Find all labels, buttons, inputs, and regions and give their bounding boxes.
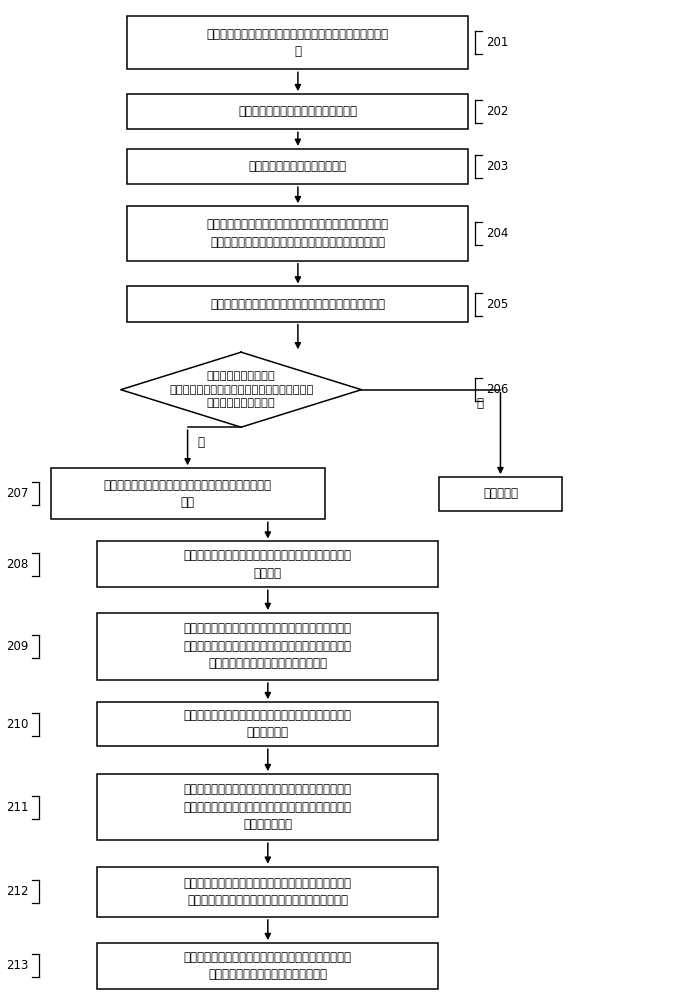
- Text: 204: 204: [486, 227, 508, 240]
- Text: 通过增输后的管网模型对生成的多个第一设施增设方案
进行模拟，得到各第一设施增设方案对应的瓶颈点用户
的用气情况信息: 通过增输后的管网模型对生成的多个第一设施增设方案 进行模拟，得到各第一设施增设方…: [184, 783, 352, 831]
- Text: 211: 211: [6, 801, 28, 814]
- FancyBboxPatch shape: [97, 774, 438, 840]
- FancyBboxPatch shape: [127, 149, 468, 184]
- Text: 根据多个第一设施增设方案对应的瓶颈点用户的用气情
况信息和用气参考信息，确定多个第二设施增设方案: 根据多个第一设施增设方案对应的瓶颈点用户的用气情 况信息和用气参考信息，确定多个…: [184, 877, 352, 907]
- Text: 205: 205: [486, 298, 508, 311]
- Polygon shape: [121, 352, 362, 427]
- Text: 基于现有管网模型和新增用户输量，建立增输后的管网
模型: 基于现有管网模型和新增用户输量，建立增输后的管网 模型: [104, 479, 271, 509]
- FancyBboxPatch shape: [127, 94, 468, 129]
- Text: 增输后管网中用户的用气情况信息和用户的用气参考信
息，确定增输后的管网中存在的瓶颈点用户，该瓶颈点
用户是指用气需求不能得到满足的用户: 增输后管网中用户的用气情况信息和用户的用气参考信 息，确定增输后的管网中存在的瓶…: [184, 622, 352, 670]
- FancyBboxPatch shape: [127, 16, 468, 69]
- Text: 213: 213: [6, 959, 28, 972]
- FancyBboxPatch shape: [97, 613, 438, 680]
- FancyBboxPatch shape: [97, 943, 438, 989]
- Text: 201: 201: [486, 36, 508, 49]
- FancyBboxPatch shape: [51, 468, 325, 519]
- Text: 获取天然气管网中现有设施数据: 获取天然气管网中现有设施数据: [249, 160, 347, 173]
- Text: 根据现有管网模型，得到现有管网中用户的用气情况信息: 根据现有管网模型，得到现有管网中用户的用气情况信息: [211, 298, 385, 311]
- Text: 207: 207: [6, 487, 28, 500]
- Text: 获取现有用户当前输量、现有用户规划输量以及新增用户输
量: 获取现有用户当前输量、现有用户规划输量以及新增用户输 量: [207, 28, 389, 58]
- Text: 202: 202: [486, 105, 508, 118]
- Text: 根据增输后的管网中存在的瓶颈点用户，生成多个第一
设施增设方案: 根据增输后的管网中存在的瓶颈点用户，生成多个第一 设施增设方案: [184, 709, 352, 739]
- Text: 基于现有用户当前输量、现有用户规划输量、气源数量、各
个气源的气源参数以及现有设施数据，建立现有管网模型: 基于现有用户当前输量、现有用户规划输量、气源数量、各 个气源的气源参数以及现有设…: [207, 218, 389, 249]
- Text: 208: 208: [6, 558, 28, 571]
- FancyBboxPatch shape: [97, 702, 438, 746]
- Text: 结束该流程: 结束该流程: [483, 487, 518, 500]
- FancyBboxPatch shape: [97, 867, 438, 917]
- FancyBboxPatch shape: [97, 541, 438, 587]
- Text: 210: 210: [6, 718, 28, 731]
- Text: 203: 203: [486, 160, 508, 173]
- FancyBboxPatch shape: [439, 477, 563, 511]
- Text: 209: 209: [6, 640, 28, 653]
- Text: 206: 206: [486, 383, 508, 396]
- Text: 212: 212: [6, 885, 28, 898]
- Text: 否: 否: [477, 397, 484, 410]
- FancyBboxPatch shape: [127, 286, 468, 322]
- Text: 获取气源数量以及各个气源的气源参数: 获取气源数量以及各个气源的气源参数: [238, 105, 357, 118]
- Text: 根据增输后的管网模型，得到增输后管网中用户的用气
情况信息: 根据增输后的管网模型，得到增输后管网中用户的用气 情况信息: [184, 549, 352, 580]
- FancyBboxPatch shape: [127, 206, 468, 261]
- Text: 根据现有管网中用户的
用气情况信息和用户的用气参考信息，判断现有
管网是否具有增输能力: 根据现有管网中用户的 用气情况信息和用户的用气参考信息，判断现有 管网是否具有增…: [169, 371, 313, 408]
- Text: 是: 是: [198, 436, 204, 449]
- Text: 从多个第二设施增设方案中，确定目标设施增设方案，
该目标设施增设方案符合目标实现条件: 从多个第二设施增设方案中，确定目标设施增设方案， 该目标设施增设方案符合目标实现…: [184, 951, 352, 981]
